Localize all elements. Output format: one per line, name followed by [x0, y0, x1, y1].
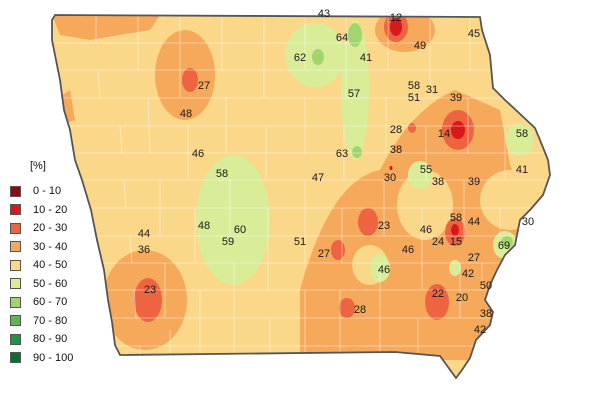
station-value: 28 [390, 124, 402, 136]
legend-label: 30 - 40 [33, 240, 68, 253]
station-value: 39 [468, 176, 480, 188]
station-value: 44 [138, 228, 150, 240]
station-value: 38 [480, 308, 492, 320]
station-value: 23 [378, 220, 390, 232]
station-value: 27 [468, 252, 480, 264]
station-value: 20 [456, 292, 468, 304]
station-value: 22 [432, 288, 444, 300]
station-value: 57 [348, 88, 360, 100]
station-value: 55 [420, 164, 432, 176]
station-value: 12 [390, 12, 402, 24]
station-value: 46 [192, 148, 204, 160]
station-value: 45 [468, 28, 480, 40]
legend-label: 0 - 10 [33, 185, 62, 198]
station-value: 41 [360, 52, 372, 64]
legend-class: 70 - 80 [10, 312, 73, 331]
legend-label: 20 - 30 [33, 222, 68, 235]
legend-swatch [10, 241, 21, 253]
station-value: 49 [414, 40, 426, 52]
station-value: 58 [450, 212, 462, 224]
legend-label: 80 - 90 [33, 333, 68, 346]
station-value: 15 [450, 236, 462, 248]
legend-swatch [10, 352, 21, 364]
legend-swatch [10, 315, 21, 327]
legend-label: 10 - 20 [33, 203, 68, 216]
station-value: 39 [450, 92, 462, 104]
station-value: 47 [312, 172, 324, 184]
station-value: 31 [426, 84, 438, 96]
station-value: 23 [144, 284, 156, 296]
legend-swatch [10, 204, 21, 216]
station-value: 46 [402, 244, 414, 256]
legend-label: 60 - 70 [33, 296, 68, 309]
legend-class: 0 - 10 [10, 182, 73, 201]
legend-class: 60 - 70 [10, 293, 73, 312]
station-value: 27 [318, 248, 330, 260]
station-value: 24 [432, 236, 444, 248]
legend-label: 50 - 60 [33, 277, 68, 290]
legend-label: 70 - 80 [33, 314, 68, 327]
station-value: 58 [516, 128, 528, 140]
legend-swatch [10, 278, 21, 290]
legend-class: 90 - 100 [10, 349, 73, 368]
station-value: 48 [180, 108, 192, 120]
legend-unit: [%] [30, 160, 46, 172]
station-value: 42 [462, 268, 474, 280]
state-outline [51, 14, 551, 380]
station-value: 43 [318, 8, 330, 20]
station-value: 27 [198, 80, 210, 92]
station-value: 46 [378, 264, 390, 276]
legend-swatch [10, 333, 21, 345]
legend-class: 20 - 30 [10, 219, 73, 238]
station-value: 46 [420, 224, 432, 236]
station-value: 58 [408, 80, 420, 92]
station-value: 42 [474, 324, 486, 336]
station-value: 38 [432, 176, 444, 188]
legend: [%] 0 - 10 10 - 20 20 - 30 30 - 40 40 - 50 50… [10, 160, 73, 367]
station-value: 51 [294, 236, 306, 248]
station-value: 28 [354, 304, 366, 316]
station-value: 62 [294, 52, 306, 64]
station-value: 63 [336, 148, 348, 160]
county-lines [55, 15, 550, 355]
legend-swatch [10, 185, 21, 197]
station-value: 41 [516, 164, 528, 176]
station-value: 69 [498, 240, 510, 252]
legend-label: 40 - 50 [33, 259, 68, 272]
station-value: 60 [234, 224, 246, 236]
legend-class: 10 - 20 [10, 201, 73, 220]
station-value: 58 [216, 168, 228, 180]
legend-class: 30 - 40 [10, 238, 73, 257]
legend-class: 40 - 50 [10, 256, 73, 275]
station-value: 50 [480, 280, 492, 292]
station-value: 38 [390, 144, 402, 156]
station-labels: 43 12 45 64 49 62 41 27 58 31 57 51 39 48 28 14 58 46 63 38… [138, 8, 534, 336]
station-value: 48 [198, 220, 210, 232]
station-value: 44 [468, 216, 480, 228]
station-value: 30 [522, 216, 534, 228]
station-value: 59 [222, 236, 234, 248]
station-value: 36 [138, 244, 150, 256]
legend-swatch [10, 259, 21, 271]
station-value: 51 [408, 92, 420, 104]
legend-class: 50 - 60 [10, 275, 73, 294]
station-value: 30 [384, 172, 396, 184]
station-value: 64 [336, 32, 348, 44]
legend-swatch [10, 296, 21, 308]
legend-swatch [10, 222, 21, 234]
station-value: 14 [438, 128, 450, 140]
legend-label: 90 - 100 [33, 351, 74, 364]
legend-class: 80 - 90 [10, 330, 73, 349]
